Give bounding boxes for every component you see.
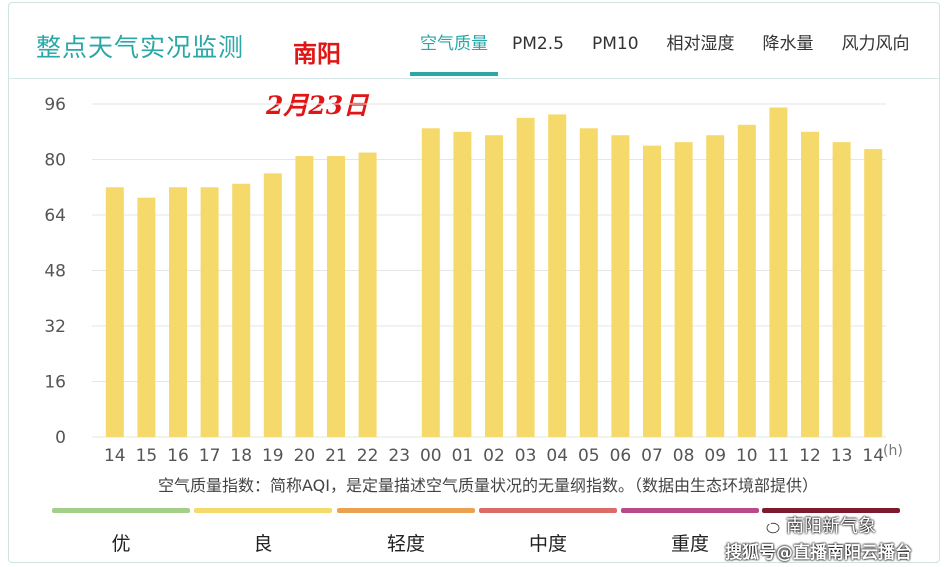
watermark-account: 南阳新气象 (760, 512, 876, 538)
x-tick-label: 16 (167, 446, 189, 466)
x-tick-label: 19 (262, 446, 284, 466)
x-tick-label: 17 (199, 446, 221, 466)
x-tick-label: 12 (799, 446, 821, 466)
tab-wind[interactable]: 风力风向 (841, 34, 910, 54)
x-tick-label: 00 (420, 446, 442, 466)
bar (611, 135, 630, 437)
aqi-level-color-bar (337, 508, 475, 513)
aqi-level-color-bar (194, 508, 332, 513)
watermark-account-text: 南阳新气象 (786, 516, 876, 537)
x-tick-label: 09 (704, 446, 726, 466)
bar (137, 197, 156, 437)
x-tick-label: 07 (641, 446, 663, 466)
tab-air-quality[interactable]: 空气质量 (410, 32, 498, 76)
metric-tabs: 空气质量 PM2.5 PM10 相对湿度 降水量 风力风向 (410, 32, 924, 76)
x-tick-label: 02 (483, 446, 505, 466)
bar (864, 149, 883, 437)
x-tick-label: 10 (736, 446, 758, 466)
bar (232, 183, 251, 437)
aqi-level-color-bar (52, 508, 190, 513)
bar (485, 135, 503, 437)
x-unit-label: (h) (883, 443, 903, 459)
aqi-level-label: 重度 (670, 533, 709, 555)
y-tick-label: 64 (44, 206, 66, 226)
x-tick-label: 03 (515, 446, 537, 466)
tab-precipitation[interactable]: 降水量 (762, 34, 814, 54)
aqi-level-item: 重度 (621, 508, 759, 555)
aqi-level-label: 优 (111, 533, 131, 555)
bar (358, 152, 377, 437)
bar (706, 135, 725, 437)
bar (169, 187, 187, 437)
x-tick-label: 23 (388, 446, 410, 466)
date-label: 2月23日 (266, 91, 369, 120)
bar (643, 145, 661, 437)
bar (453, 131, 472, 437)
bar (832, 142, 851, 437)
x-tick-label: 14 (104, 446, 126, 466)
bar (263, 173, 282, 437)
aqi-level-label: 良 (253, 533, 273, 555)
aqi-level-item: 轻度 (337, 508, 475, 555)
aqi-level-label: 中度 (528, 533, 567, 555)
x-tick-label: 04 (546, 446, 568, 466)
tab-pm10[interactable]: PM10 (591, 34, 639, 54)
bar (548, 114, 567, 437)
x-tick-label: 14 (862, 446, 884, 466)
x-tick-label: 15 (136, 446, 158, 466)
x-tick-label: 20 (294, 446, 316, 466)
bar (200, 187, 219, 437)
x-tick-label: 05 (578, 446, 600, 466)
city-label: 南阳 (293, 39, 341, 68)
y-tick-label: 80 (44, 151, 66, 171)
y-tick-label: 0 (55, 428, 66, 448)
aqi-level-item: 良 (194, 508, 332, 555)
aqi-level-color-bar (621, 508, 759, 513)
y-tick-label: 32 (44, 317, 66, 337)
bar (421, 128, 440, 437)
bar (579, 128, 598, 437)
x-tick-label: 13 (831, 446, 853, 466)
y-tick-label: 48 (44, 262, 66, 282)
panel-frame (8, 2, 940, 563)
aqi-level-item: 严重 (762, 508, 900, 552)
x-tick-label: 08 (673, 446, 695, 466)
bar (516, 117, 535, 437)
bar (674, 142, 693, 437)
wechat-icon (760, 518, 780, 534)
bar (327, 156, 345, 437)
bar (737, 124, 756, 437)
bar (801, 131, 819, 437)
x-tick-label: 01 (452, 446, 474, 466)
header-divider (8, 78, 940, 79)
x-tick-label: 06 (610, 446, 632, 466)
aqi-level-item: 中度 (479, 508, 617, 555)
y-tick-label: 16 (44, 373, 66, 393)
x-tick-label: 22 (357, 446, 379, 466)
aqi-level-item: 优 (52, 508, 190, 555)
tab-pm25[interactable]: PM2.5 (512, 34, 564, 54)
aqi-level-label: 轻度 (386, 533, 425, 555)
x-tick-label: 21 (325, 446, 347, 466)
x-tick-label: 11 (768, 446, 790, 466)
tab-humidity[interactable]: 相对湿度 (666, 34, 735, 54)
aqi-note: 空气质量指数：简称AQI，是定量描述空气质量状况的无量纲指数。（数据由生态环境部… (158, 476, 818, 495)
page-title: 整点天气实况监测 (36, 33, 245, 62)
bar (105, 187, 124, 437)
bar (295, 156, 314, 437)
x-tick-label: 18 (230, 446, 252, 466)
aqi-level-color-bar (479, 508, 617, 513)
watermark-source: 搜狐号@直播南阳云播台 (725, 543, 912, 563)
y-tick-label: 96 (44, 95, 66, 115)
aqi-level-color-bar (762, 508, 900, 513)
bar (769, 107, 788, 437)
